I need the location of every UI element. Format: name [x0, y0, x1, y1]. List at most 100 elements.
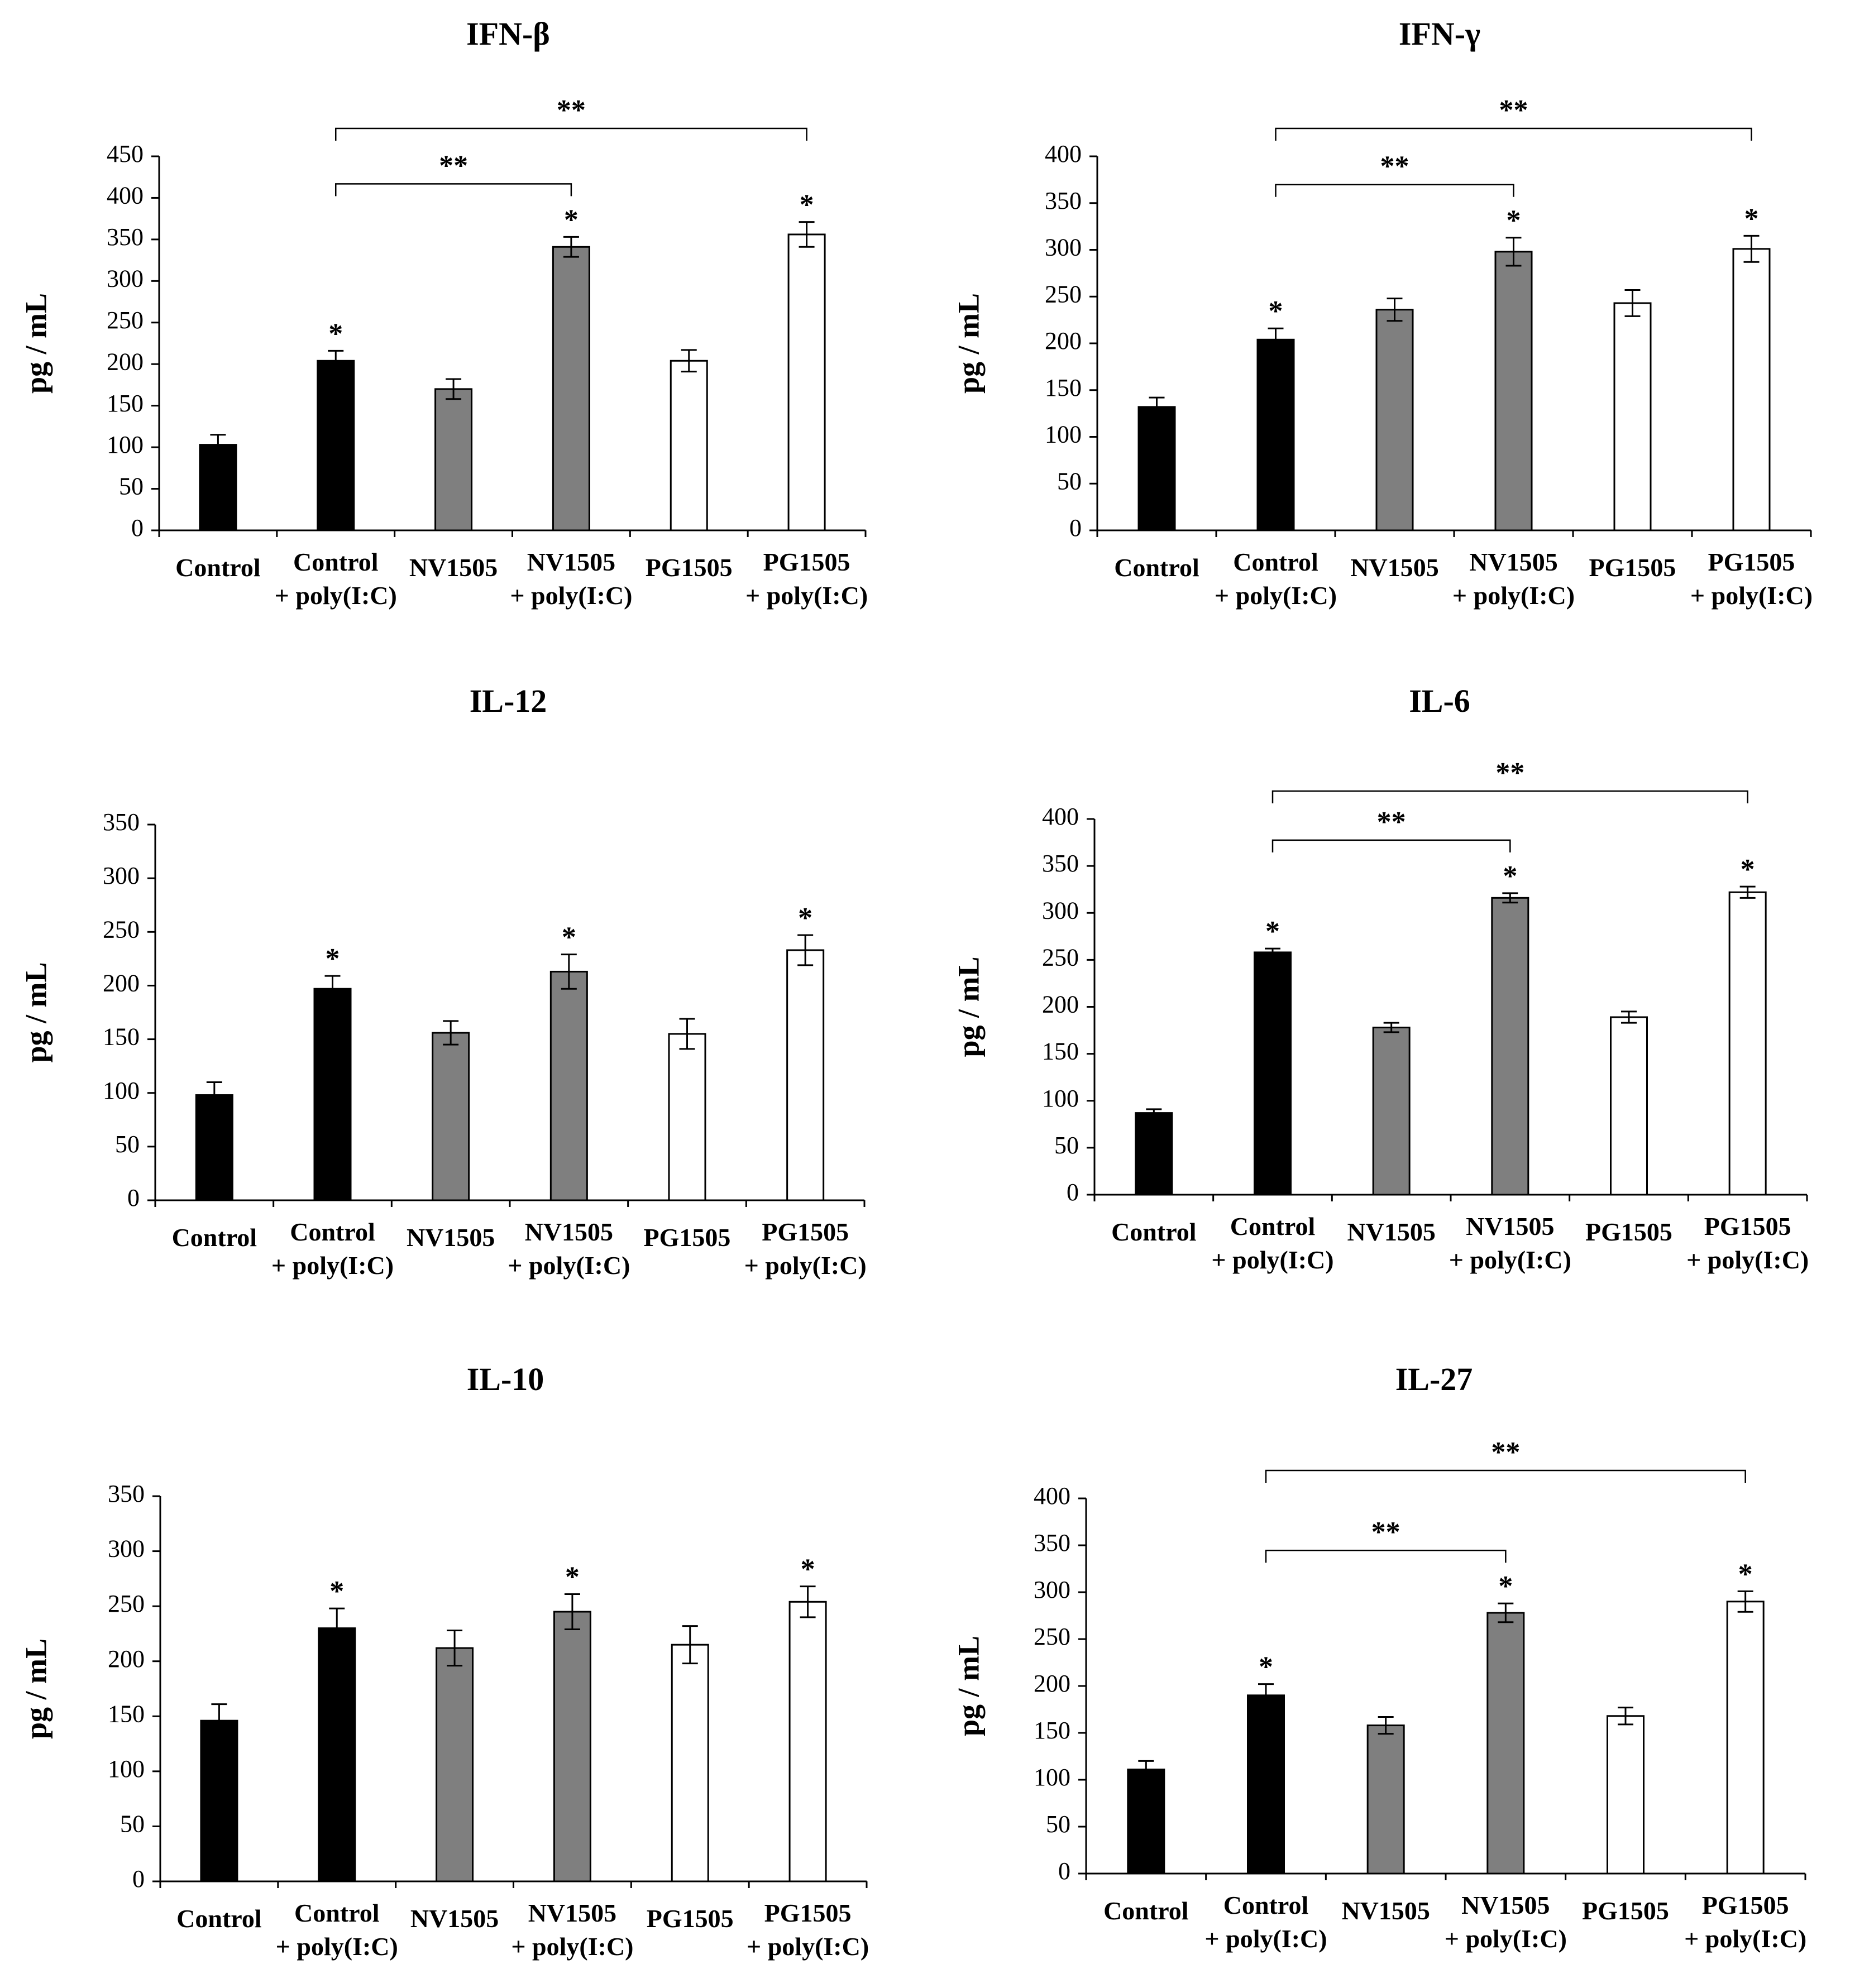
- bar-2: [313, 988, 352, 1201]
- bar-2: [318, 1627, 356, 1882]
- x-category-label: Control + poly(I:C): [275, 548, 397, 610]
- significance-star: *: [329, 1575, 344, 1607]
- bar-1: [1127, 1769, 1165, 1875]
- y-tick-label: 400: [1045, 140, 1082, 167]
- x-category-label-line: Control: [1230, 1212, 1316, 1240]
- y-tick-label: 250: [103, 916, 140, 943]
- bar-3: [436, 1647, 474, 1882]
- x-category-label-line: NV1505: [1466, 1212, 1554, 1240]
- x-category-label: NV1505 + poly(I:C): [1449, 1212, 1571, 1274]
- bar-2: [1247, 1694, 1285, 1875]
- chart-title: IL-10: [467, 1361, 544, 1397]
- y-tick-label: 300: [107, 265, 144, 292]
- y-tick-label: 350: [107, 223, 144, 251]
- y-tick-label: 100: [1045, 421, 1082, 448]
- bar-5: [670, 360, 708, 531]
- y-tick-label: 400: [1034, 1482, 1070, 1510]
- significance-bracket: [335, 183, 572, 197]
- x-category-label: Control + poly(I:C): [1204, 1891, 1327, 1953]
- significance-star: *: [800, 189, 814, 221]
- bar-4: [1491, 897, 1529, 1196]
- x-category-label-line: + poly(I:C): [1215, 581, 1337, 610]
- x-category-label: PG1505: [647, 1904, 734, 1933]
- x-category-label-line: PG1505: [647, 1904, 734, 1933]
- bar-1: [195, 1094, 233, 1201]
- y-tick-label: 50: [1057, 467, 1082, 495]
- y-tick-label: 0: [1069, 514, 1082, 542]
- bar-6: [1728, 891, 1767, 1196]
- x-category-label-line: + poly(I:C): [510, 581, 632, 610]
- bar-2: [1254, 951, 1292, 1196]
- x-category-label-line: Control: [172, 1223, 257, 1252]
- significance-double-star: **: [1377, 806, 1406, 838]
- y-tick-label: 200: [103, 970, 140, 997]
- y-tick-label: 50: [1054, 1132, 1079, 1159]
- bar-6: [786, 949, 825, 1201]
- y-axis-label: pg / mL: [952, 956, 985, 1057]
- y-tick-label: 350: [1045, 187, 1082, 214]
- x-category-label-line: + poly(I:C): [744, 1251, 867, 1280]
- y-tick-label: 400: [107, 182, 144, 209]
- x-category-label: NV1505 + poly(I:C): [1445, 1891, 1567, 1953]
- y-tick-label: 300: [1045, 234, 1082, 261]
- x-category-label-line: Control: [1233, 548, 1318, 576]
- x-category-label-line: + poly(I:C): [1449, 1246, 1571, 1274]
- y-tick-label: 200: [1034, 1670, 1070, 1697]
- y-tick-label: 200: [107, 348, 144, 375]
- bar-3: [432, 1032, 470, 1201]
- x-category-label-line: + poly(I:C): [1690, 581, 1813, 610]
- bar-2: [317, 360, 355, 531]
- chart-title: IL-27: [1395, 1361, 1473, 1397]
- significance-bracket: [1265, 1549, 1507, 1563]
- x-category-label: PG1505: [644, 1223, 731, 1252]
- bar-5: [668, 1033, 706, 1201]
- x-category-label: Control + poly(I:C): [276, 1899, 398, 1961]
- y-tick-label: 250: [1034, 1623, 1070, 1650]
- y-tick-label: 250: [1045, 280, 1082, 308]
- x-category-label-line: Control: [293, 548, 379, 576]
- y-tick-label: 150: [1034, 1717, 1070, 1744]
- x-category-label: Control + poly(I:C): [1215, 548, 1337, 610]
- significance-star: *: [801, 1554, 815, 1585]
- x-category-label: NV1505: [1341, 1896, 1430, 1925]
- x-category-label-line: + poly(I:C): [1445, 1924, 1567, 1953]
- bar-5: [1610, 1016, 1648, 1196]
- x-category-label: PG1505: [1589, 553, 1676, 582]
- significance-star: *: [1741, 854, 1755, 885]
- x-category-label-line: Control: [176, 1904, 262, 1933]
- x-category-label-line: NV1505: [1347, 1218, 1435, 1246]
- significance-double-star: **: [1380, 151, 1409, 183]
- x-category-label: NV1505: [1347, 1218, 1435, 1246]
- significance-double-star: **: [1491, 1436, 1520, 1468]
- significance-bracket: [1275, 184, 1514, 197]
- significance-bracket: [1275, 127, 1752, 141]
- x-category-label-line: + poly(I:C): [1686, 1246, 1809, 1274]
- bar-1: [1135, 1112, 1173, 1196]
- x-category-label-line: + poly(I:C): [747, 1932, 869, 1961]
- x-category-label-line: + poly(I:C): [511, 1932, 633, 1961]
- y-tick-label: 200: [1042, 991, 1079, 1018]
- x-category-label: PG1505 + poly(I:C): [747, 1899, 869, 1961]
- y-tick-label: 150: [1045, 374, 1082, 401]
- x-category-label-line: Control: [175, 553, 261, 582]
- y-tick-label: 100: [1034, 1764, 1070, 1791]
- x-category-label: NV1505 + poly(I:C): [511, 1899, 633, 1961]
- y-tick-label: 300: [103, 862, 140, 889]
- x-category-label-line: NV1505: [1350, 553, 1438, 582]
- x-category-label-line: Control: [1114, 553, 1199, 582]
- y-tick-label: 150: [108, 1700, 145, 1727]
- x-category-label-line: PG1505: [762, 1218, 849, 1246]
- y-tick-label: 0: [131, 514, 144, 542]
- bar-4: [1494, 251, 1533, 531]
- x-category-label: Control + poly(I:C): [271, 1218, 394, 1280]
- significance-star: *: [1503, 860, 1517, 892]
- x-category-label: NV1505: [1350, 553, 1438, 582]
- x-category-label: NV1505 + poly(I:C): [510, 548, 632, 610]
- x-category-label: NV1505 + poly(I:C): [1452, 548, 1575, 610]
- bar-3: [1372, 1027, 1411, 1196]
- y-tick-label: 0: [1067, 1179, 1079, 1206]
- bar-6: [787, 233, 826, 531]
- x-category-label-line: + poly(I:C): [745, 581, 868, 610]
- x-category-label: PG1505: [1582, 1896, 1669, 1925]
